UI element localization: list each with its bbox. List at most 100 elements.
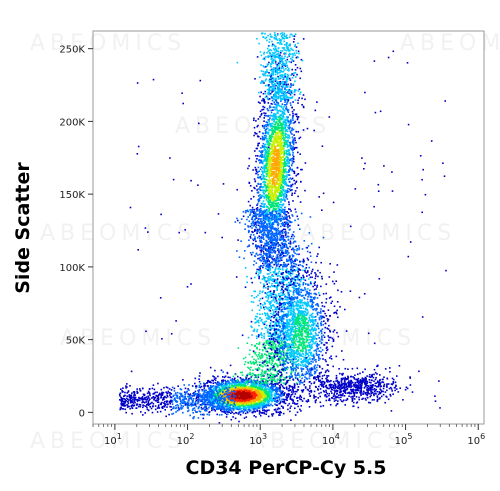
event-dot bbox=[222, 382, 225, 384]
event-dot bbox=[180, 395, 183, 397]
event-dot bbox=[132, 405, 135, 407]
event-dot bbox=[280, 201, 282, 203]
event-dot bbox=[136, 388, 138, 390]
event-dot bbox=[174, 399, 176, 401]
event-dot bbox=[291, 148, 294, 150]
event-dot bbox=[183, 402, 186, 404]
event-dot bbox=[259, 110, 262, 113]
event-dot bbox=[281, 215, 284, 218]
event-dot bbox=[217, 386, 219, 388]
event-dot bbox=[290, 119, 292, 121]
event-dot bbox=[274, 157, 276, 160]
event-dot bbox=[195, 393, 198, 395]
event-dot bbox=[259, 137, 262, 140]
event-dot bbox=[271, 390, 274, 393]
event-dot bbox=[208, 392, 211, 394]
event-dot bbox=[234, 392, 237, 394]
event-dot bbox=[240, 404, 243, 407]
event-dot bbox=[296, 73, 298, 76]
event-dot bbox=[133, 391, 136, 394]
event-dot bbox=[268, 260, 271, 262]
event-dot bbox=[254, 401, 256, 404]
event-dot bbox=[270, 55, 273, 58]
event-dot bbox=[283, 121, 286, 124]
event-dot bbox=[263, 57, 266, 60]
event-dot bbox=[276, 105, 278, 107]
event-dot bbox=[274, 187, 277, 189]
event-dot bbox=[212, 406, 215, 409]
event-dot bbox=[277, 163, 280, 165]
event-dot bbox=[257, 376, 260, 378]
event-dot bbox=[216, 399, 219, 401]
event-dot bbox=[272, 186, 274, 188]
event-dot bbox=[265, 404, 268, 406]
event-dot bbox=[230, 402, 232, 405]
event-dot bbox=[210, 396, 212, 399]
event-dot bbox=[147, 404, 150, 406]
event-dot bbox=[265, 387, 267, 390]
event-dot bbox=[229, 386, 232, 389]
event-dot bbox=[259, 381, 262, 383]
event-dot bbox=[192, 398, 195, 400]
event-dot bbox=[289, 168, 292, 171]
event-dot bbox=[265, 389, 267, 392]
event-dot bbox=[225, 405, 228, 408]
event-dot bbox=[267, 238, 270, 240]
event-dot bbox=[244, 409, 246, 411]
event-dot bbox=[264, 160, 266, 162]
event-dot bbox=[258, 398, 261, 400]
event-dot bbox=[218, 398, 221, 400]
event-dot bbox=[234, 394, 236, 396]
event-dot bbox=[279, 121, 281, 123]
event-dot bbox=[266, 388, 268, 390]
event-dot bbox=[287, 394, 289, 397]
event-dot bbox=[274, 161, 277, 164]
event-dot bbox=[284, 206, 286, 209]
event-dot bbox=[224, 405, 227, 408]
event-dot bbox=[265, 199, 268, 201]
event-dot bbox=[288, 134, 290, 136]
event-dot bbox=[237, 397, 239, 399]
event-dot bbox=[268, 170, 271, 173]
event-dot bbox=[160, 397, 162, 399]
event-dot bbox=[280, 395, 283, 397]
event-dot bbox=[202, 417, 205, 420]
event-dot bbox=[285, 129, 287, 132]
event-dot bbox=[264, 152, 267, 154]
event-dot bbox=[260, 397, 262, 400]
event-dot bbox=[121, 408, 123, 410]
event-dot bbox=[237, 392, 240, 395]
event-dot bbox=[263, 99, 265, 102]
event-dot bbox=[264, 386, 266, 388]
event-dot bbox=[157, 398, 160, 400]
event-dot bbox=[262, 250, 265, 253]
event-dot bbox=[225, 390, 227, 393]
event-dot bbox=[252, 231, 254, 234]
event-dot bbox=[221, 383, 223, 386]
event-dot bbox=[279, 115, 282, 117]
event-dot bbox=[123, 400, 125, 403]
event-dot bbox=[212, 380, 214, 382]
event-dot bbox=[184, 395, 187, 398]
event-dot bbox=[260, 159, 263, 162]
event-dot bbox=[198, 380, 201, 383]
event-dot bbox=[248, 165, 250, 167]
event-dot bbox=[275, 84, 277, 87]
event-dot bbox=[164, 409, 166, 411]
event-dot bbox=[278, 414, 280, 416]
event-dot bbox=[262, 105, 264, 108]
event-dot bbox=[279, 80, 282, 83]
event-dot bbox=[149, 398, 151, 401]
event-dot bbox=[296, 402, 299, 405]
event-dot bbox=[286, 198, 289, 200]
event-dot bbox=[120, 396, 122, 399]
event-dot bbox=[293, 35, 296, 37]
event-dot bbox=[225, 385, 227, 388]
event-dot bbox=[165, 391, 167, 393]
event-dot bbox=[232, 395, 235, 397]
event-dot bbox=[235, 380, 237, 382]
event-dot bbox=[270, 175, 272, 178]
event-dot bbox=[232, 405, 235, 408]
event-dot bbox=[270, 157, 273, 160]
event-dot bbox=[269, 397, 272, 400]
